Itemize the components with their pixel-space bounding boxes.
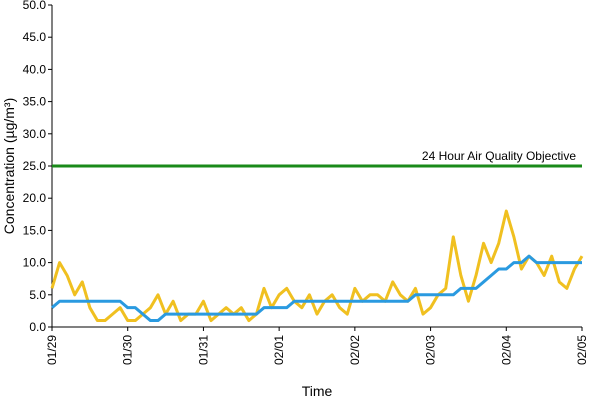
y-tick-label: 50.0: [23, 0, 47, 12]
y-tick-label: 0.0: [29, 320, 46, 334]
x-tick-label: 02/01: [272, 335, 286, 365]
y-tick-label: 10.0: [23, 256, 47, 270]
y-axis-label: Concentration (µg/m³): [1, 98, 17, 234]
y-tick-label: 30.0: [23, 127, 47, 141]
y-tick-label: 20.0: [23, 191, 47, 205]
x-tick-label: 02/05: [575, 335, 589, 365]
reference-label: 24 Hour Air Quality Objective: [422, 149, 576, 163]
x-tick-label: 02/04: [499, 335, 513, 365]
y-tick-label: 40.0: [23, 62, 47, 76]
data-line: [51, 254, 582, 323]
x-tick-label: 02/03: [424, 335, 438, 365]
y-tick-label: 15.0: [23, 223, 47, 237]
data-line: [50, 209, 584, 323]
y-tick-label: 35.0: [23, 95, 47, 109]
x-tick-label: 01/31: [196, 335, 210, 365]
y-tick-label: 5.0: [29, 288, 46, 302]
x-tick-label: 02/02: [348, 335, 362, 365]
x-axis-label: Time: [302, 383, 333, 399]
x-tick-label: 01/30: [121, 335, 135, 365]
x-tick-label: 01/29: [45, 335, 59, 365]
y-tick-label: 45.0: [23, 30, 47, 44]
y-tick-label: 25.0: [23, 159, 47, 173]
